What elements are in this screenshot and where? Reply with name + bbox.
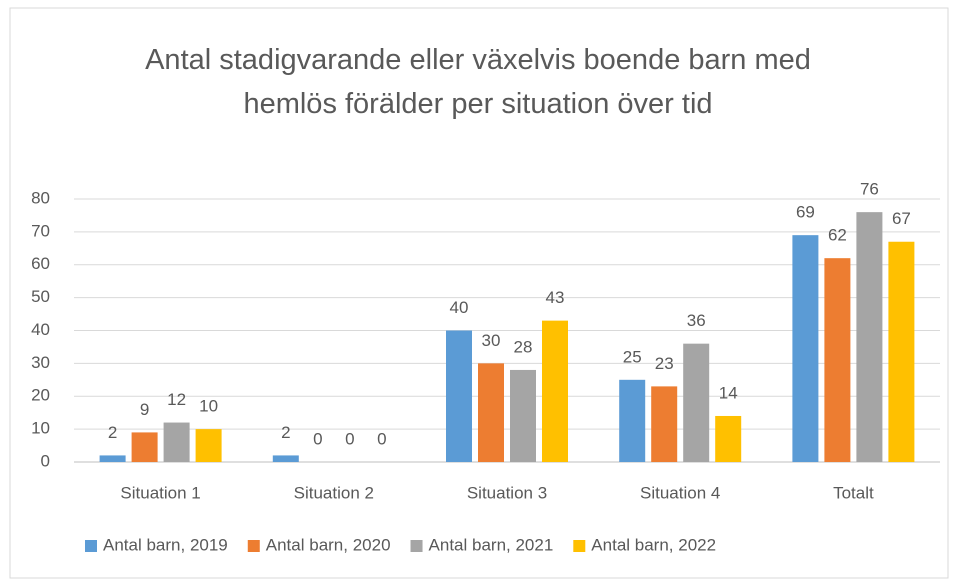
legend-swatch (247, 540, 260, 552)
data-label: 10 (199, 397, 218, 416)
bar (272, 455, 299, 462)
bar (888, 241, 915, 462)
legend-swatch (573, 540, 586, 552)
data-label: 69 (796, 203, 815, 222)
y-tick-label: 70 (31, 221, 50, 240)
data-label: 40 (450, 298, 469, 317)
y-tick-label: 50 (31, 287, 50, 306)
data-label: 14 (719, 383, 738, 402)
chart-title: Antal stadigvarande eller växelvis boend… (145, 44, 811, 120)
bar (824, 258, 851, 462)
bar (163, 422, 190, 462)
y-tick-label: 30 (31, 353, 50, 372)
bar (478, 363, 504, 462)
bar (715, 415, 742, 462)
chart-border (9, 7, 949, 579)
x-tick-label: Situation 3 (467, 483, 547, 502)
x-tick-label: Totalt (833, 483, 874, 502)
data-label: 67 (892, 209, 911, 228)
data-label: 36 (687, 311, 706, 330)
bar (446, 330, 472, 462)
y-tick-label: 80 (31, 188, 50, 207)
data-label: 0 (345, 429, 354, 448)
legend-label: Antal barn, 2021 (429, 535, 554, 554)
data-label: 43 (546, 288, 565, 307)
data-label: 2 (108, 423, 117, 442)
data-label: 9 (140, 400, 149, 419)
data-label: 28 (514, 337, 533, 356)
legend-label: Antal barn, 2019 (103, 535, 228, 554)
data-label: 76 (860, 180, 879, 199)
y-tick-label: 20 (31, 386, 50, 405)
x-tick-label: Situation 1 (120, 483, 200, 502)
data-label: 2 (281, 423, 290, 442)
bar (792, 235, 819, 462)
data-label: 23 (655, 354, 674, 373)
data-label: 0 (377, 429, 386, 448)
bar (131, 432, 158, 462)
legend-label: Antal barn, 2020 (266, 535, 391, 554)
bar (856, 212, 883, 462)
data-label: 0 (313, 429, 322, 448)
bar (195, 429, 222, 462)
y-tick-label: 10 (31, 419, 50, 438)
legend-label: Antal barn, 2022 (591, 535, 716, 554)
data-label: 25 (623, 347, 642, 366)
data-label: 12 (167, 390, 186, 409)
legend-swatch (85, 540, 97, 552)
data-label: 62 (828, 226, 847, 245)
legend-swatch (410, 540, 423, 552)
y-tick-label: 60 (31, 254, 50, 273)
y-tick-label: 40 (31, 320, 50, 339)
bar (99, 455, 126, 462)
y-tick-label: 0 (41, 451, 50, 470)
bar (651, 386, 678, 462)
bar (683, 343, 710, 462)
data-label: 30 (482, 331, 501, 350)
x-tick-label: Situation 4 (640, 483, 720, 502)
bar (510, 369, 536, 462)
x-tick-label: Situation 2 (294, 483, 374, 502)
bar (619, 379, 646, 462)
bar (542, 320, 568, 462)
